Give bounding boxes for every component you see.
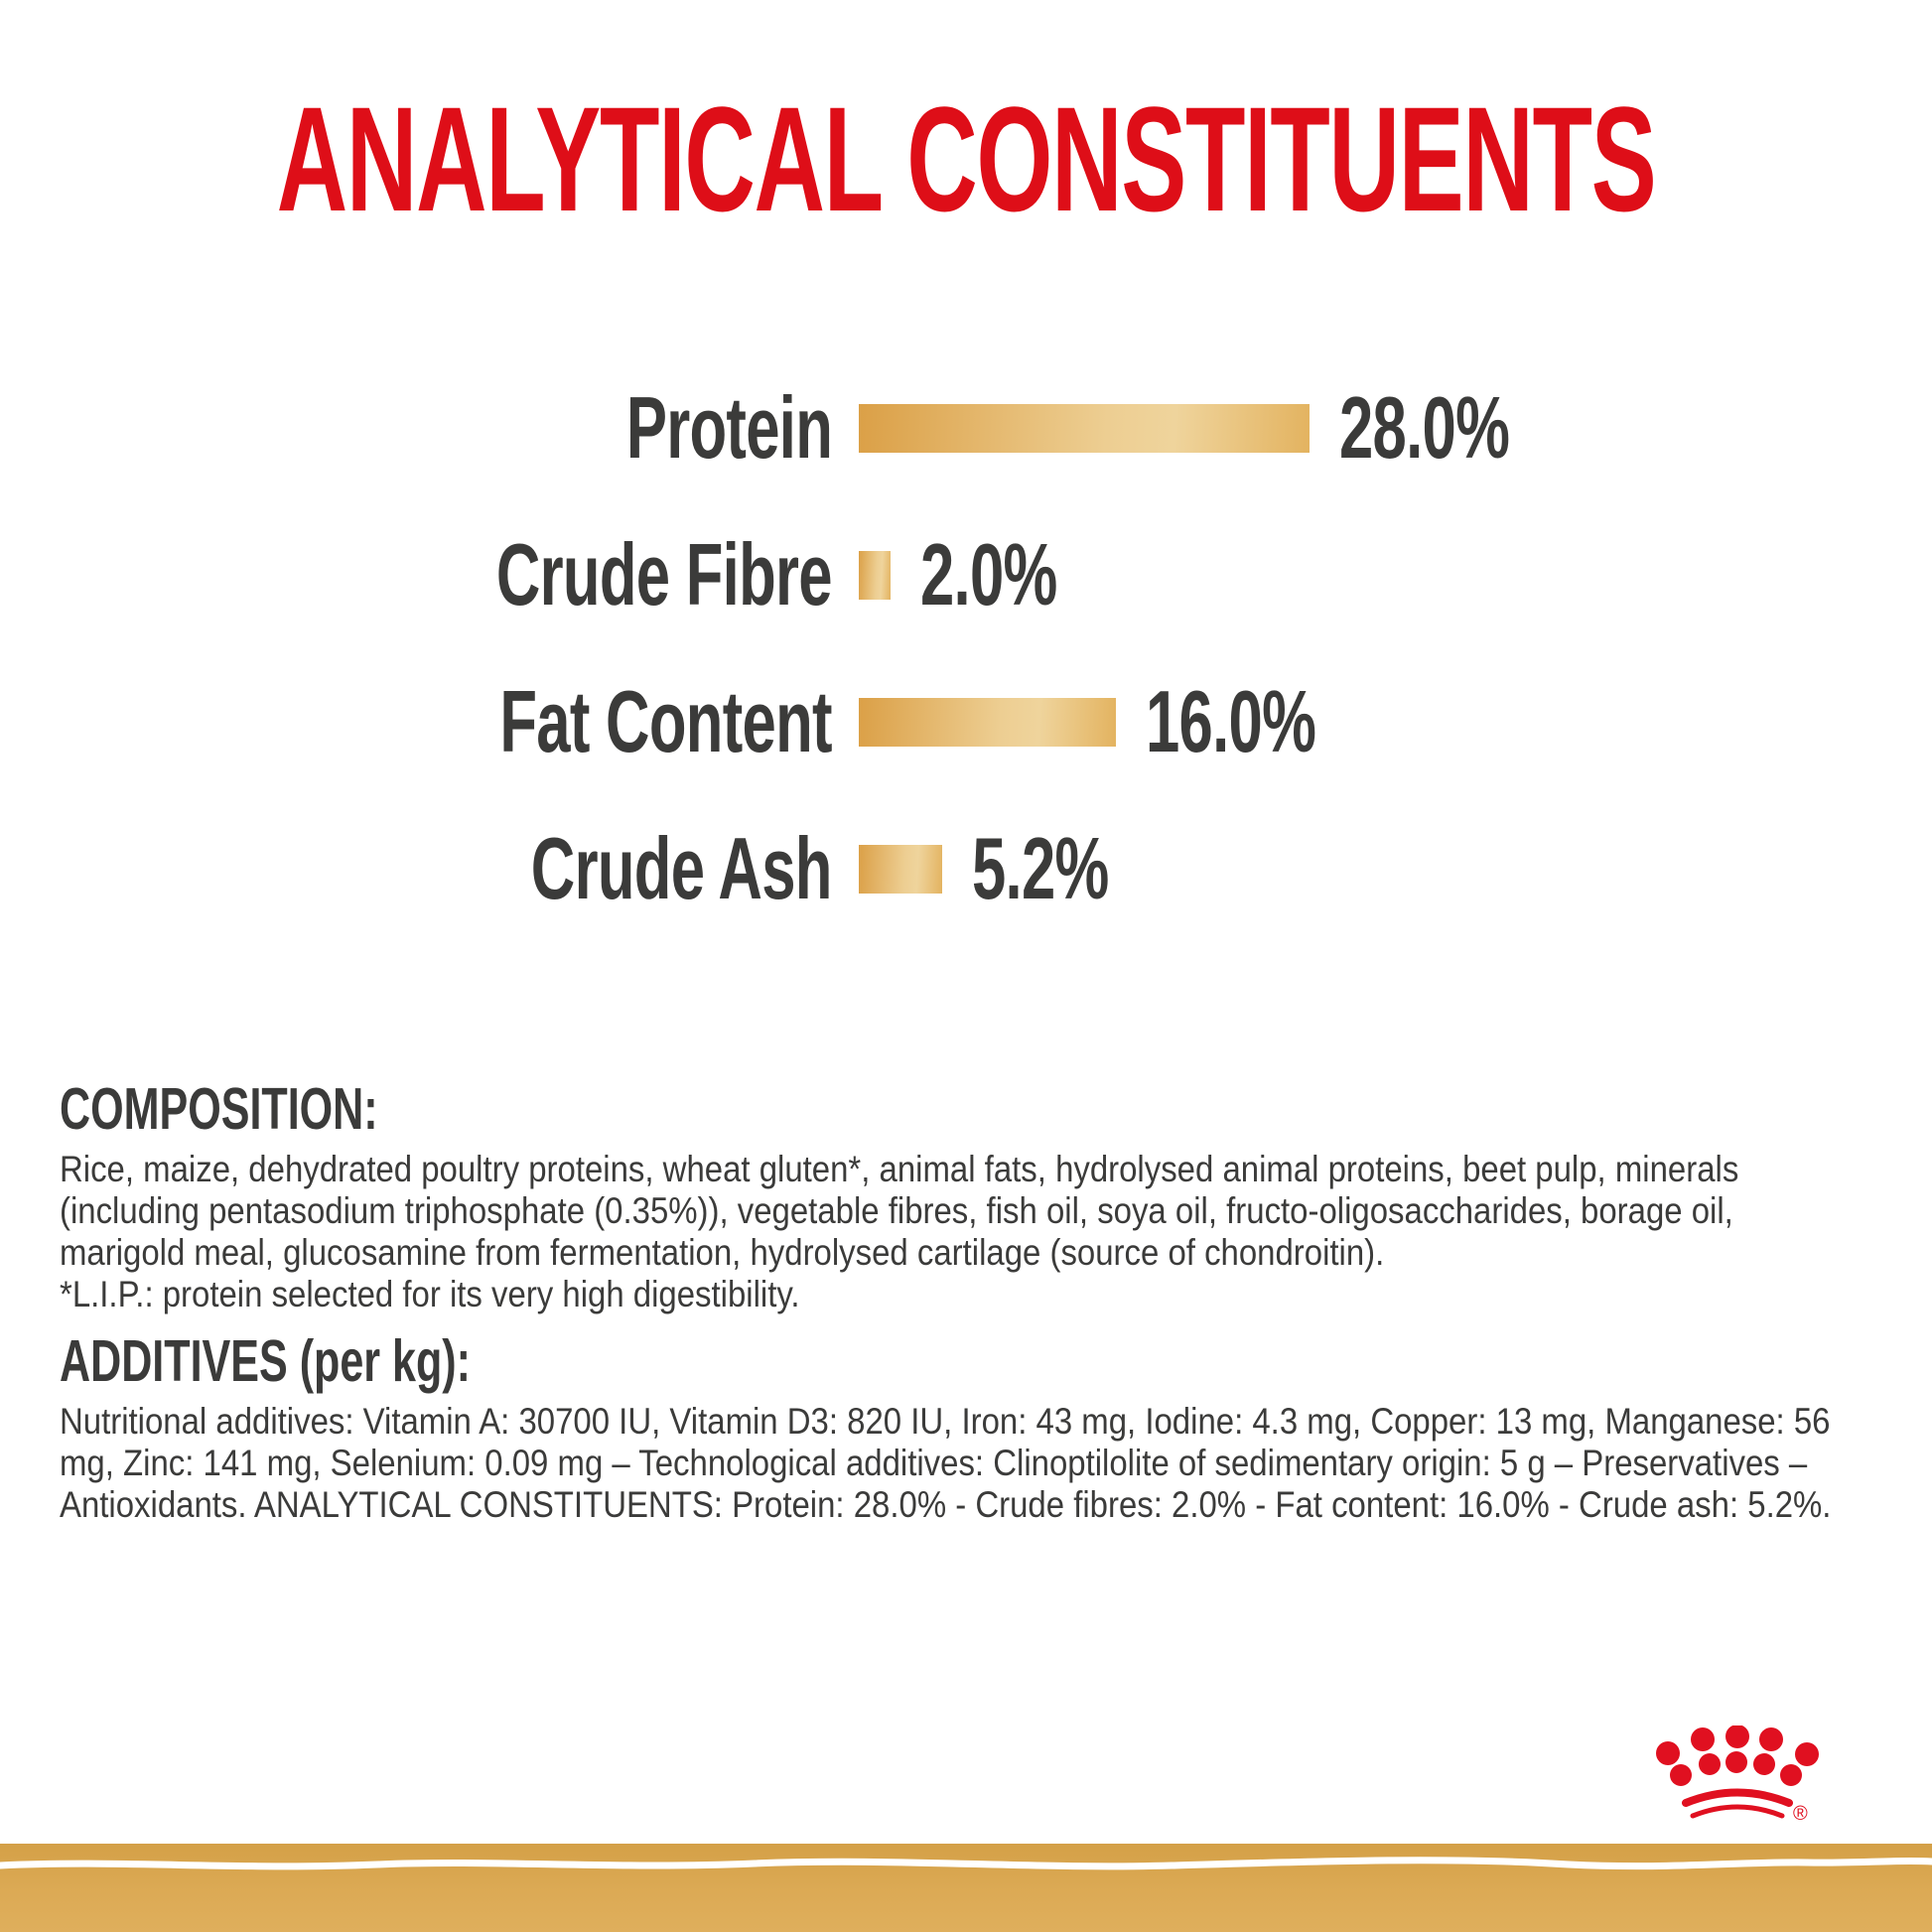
chart-value-fat-content: 16.0% xyxy=(1146,672,1316,770)
page-title-text: ANALYTICAL CONSTITUENTS xyxy=(276,74,1657,242)
composition-line-1: Rice, maize, dehydrated poultry proteins… xyxy=(60,1149,1739,1189)
chart-category-label-fat-content: Fat Content xyxy=(499,672,833,770)
chart-value-crude-ash: 5.2% xyxy=(972,819,1109,917)
analytical-constituents-chart: Protein 28.0% Crude Fibre 2.0% Fat Content 16… xyxy=(38,354,1582,942)
bar-crude-fibre xyxy=(859,550,892,600)
page-title: ANALYTICAL CONSTITUENTS xyxy=(0,75,1932,242)
bar-protein xyxy=(859,403,1310,453)
additives-line-2: mg, Zinc: 141 mg, Selenium: 0.09 mg – Te… xyxy=(60,1443,1808,1483)
composition-text: Rice, maize, dehydrated poultry proteins… xyxy=(60,1149,1926,1315)
additives-line-3: Antioxidants. ANALYTICAL CONSTITUENTS: P… xyxy=(60,1484,1832,1525)
chart-category-label-crude-ash: Crude Ash xyxy=(531,819,833,917)
registered-mark: ® xyxy=(1793,1803,1808,1825)
gold-footer-band xyxy=(0,1844,1932,1932)
chart-row-crude-ash: Crude Ash 5.2% xyxy=(38,795,1582,942)
royal-canin-crown-icon: ® xyxy=(1638,1725,1822,1825)
additives-line-1: Nutritional additives: Vitamin A: 30700 … xyxy=(60,1401,1831,1442)
additives-text: Nutritional additives: Vitamin A: 30700 … xyxy=(60,1401,1926,1526)
composition-line-2: (including pentasodium triphosphate (0.3… xyxy=(60,1190,1733,1231)
chart-category-label-crude-fibre: Crude Fibre xyxy=(496,525,833,623)
label-text-block: COMPOSITION: Rice, maize, dehydrated pou… xyxy=(60,1077,1926,1526)
composition-line-3: marigold meal, glucosamine from fermenta… xyxy=(60,1232,1385,1273)
chart-row-protein: Protein 28.0% xyxy=(38,354,1582,501)
chart-value-crude-fibre: 2.0% xyxy=(920,525,1057,623)
bar-fat-content xyxy=(859,697,1117,747)
chart-row-fat-content: Fat Content 16.0% xyxy=(38,648,1582,795)
chart-value-protein: 28.0% xyxy=(1338,378,1510,477)
bar-crude-ash xyxy=(859,844,943,894)
additives-heading: ADDITIVES (per kg): xyxy=(60,1328,471,1394)
chart-row-crude-fibre: Crude Fibre 2.0% xyxy=(38,501,1582,648)
chart-category-label-protein: Protein xyxy=(625,378,833,477)
composition-line-4: *L.I.P.: protein selected for its very h… xyxy=(60,1274,800,1314)
brush-stroke-line xyxy=(0,1857,1932,1870)
composition-heading: COMPOSITION: xyxy=(60,1076,378,1142)
